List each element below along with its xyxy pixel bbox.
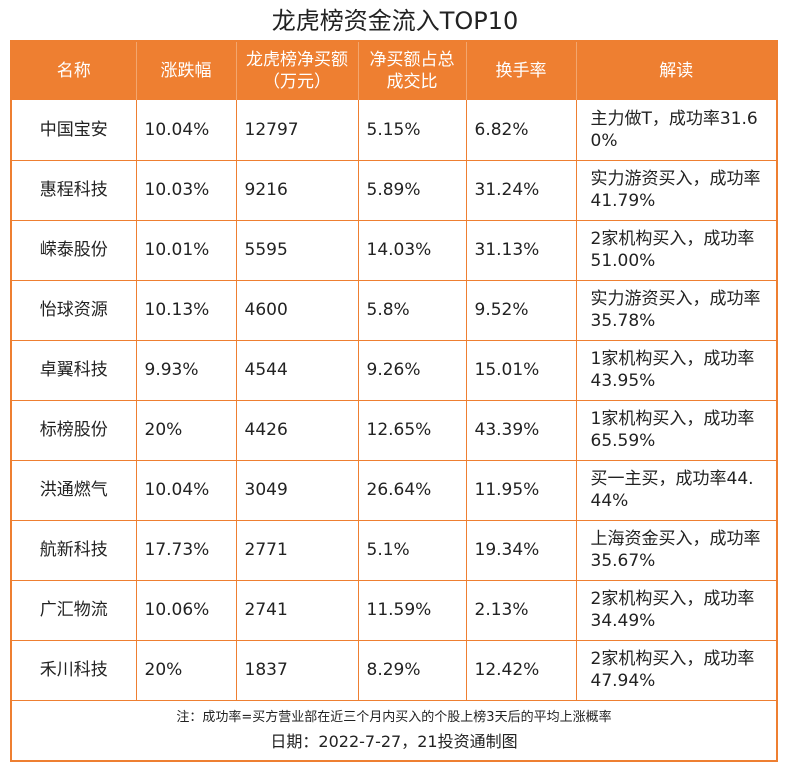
cell-change: 10.04% [135,100,236,161]
cell-interpretation: 上海资金买入，成功率35.67% [575,520,776,581]
cell-ratio: 11.59% [357,580,466,641]
column-header-change: 涨跌幅 [135,42,236,100]
cell-turnover: 9.52% [465,280,576,341]
table-header-row: 名称 涨跌幅 龙虎榜净买额（万元） 净买额占总成交比 换手率 解读 [12,42,776,100]
cell-ratio: 5.8% [357,280,466,341]
cell-ratio: 5.15% [357,100,466,161]
column-header-name: 名称 [56,61,91,81]
cell-name: 航新科技 [12,520,136,581]
table-row: 嵘泰股份 10.01% 5595 14.03% 31.13% 2家机构买入，成功率51.0… [12,220,776,281]
footnote: 注：成功率=买方营业部在近三个月内买入的个股上榜3天后的平均上涨概率 [176,710,612,725]
table-row: 中国宝安 10.04% 12797 5.15% 6.82% 主力做T，成功率31.60% [12,100,776,161]
table-row: 禾川科技 20% 1837 8.29% 12.42% 2家机构买入，成功率47.94% [12,640,776,701]
cell-turnover: 12.42% [465,640,576,701]
cell-change: 10.06% [135,580,236,641]
cell-net-buy: 12797 [235,100,358,161]
table-row: 卓翼科技 9.93% 4544 9.26% 15.01% 1家机构买入，成功率43.95% [12,340,776,401]
cell-ratio: 5.89% [357,160,466,221]
cell-net-buy: 1837 [235,640,358,701]
table-row: 标榜股份 20% 4426 12.65% 43.39% 1家机构买入，成功率65.59% [12,400,776,461]
table-row: 怡球资源 10.13% 4600 5.8% 9.52% 实力游资买入，成功率35.78% [12,280,776,341]
cell-change: 17.73% [135,520,236,581]
cell-change: 20% [135,400,236,461]
cell-interpretation: 买一主买，成功率44.44% [575,460,776,521]
cell-ratio: 26.64% [357,460,466,521]
cell-change: 10.03% [135,160,236,221]
data-table: 名称 涨跌幅 龙虎榜净买额（万元） 净买额占总成交比 换手率 解读 中国宝安 10… [12,42,776,701]
table-row: 广汇物流 10.06% 2741 11.59% 2.13% 2家机构买入，成功率34.49… [12,580,776,641]
cell-ratio: 8.29% [357,640,466,701]
cell-turnover: 2.13% [465,580,576,641]
cell-interpretation: 实力游资买入，成功率35.78% [575,280,776,341]
column-header-ratio: 净买额占总成交比 [357,42,466,100]
cell-ratio: 5.1% [357,520,466,581]
cell-interpretation: 主力做T，成功率31.60% [575,100,776,161]
cell-net-buy: 5595 [235,220,358,281]
cell-net-buy: 4426 [235,400,358,461]
column-header-net-buy: 龙虎榜净买额（万元） [235,42,358,100]
table-row: 洪通燃气 10.04% 3049 26.64% 11.95% 买一主买，成功率44.44% [12,460,776,521]
cell-ratio: 12.65% [357,400,466,461]
table-row: 航新科技 17.73% 2771 5.1% 19.34% 上海资金买入，成功率35.67% [12,520,776,581]
cell-name: 广汇物流 [12,580,136,641]
table-row: 惠程科技 10.03% 9216 5.89% 31.24% 实力游资买入，成功率41.79… [12,160,776,221]
table-body: 中国宝安 10.04% 12797 5.15% 6.82% 主力做T，成功率31.60% 惠… [12,100,776,701]
cell-name: 惠程科技 [12,160,136,221]
cell-change: 10.01% [135,220,236,281]
cell-name: 禾川科技 [12,640,136,701]
cell-ratio: 14.03% [357,220,466,281]
table-frame: 名称 涨跌幅 龙虎榜净买额（万元） 净买额占总成交比 换手率 解读 中国宝安 10… [10,40,778,762]
column-header-turnover: 换手率 [465,42,576,100]
cell-name: 卓翼科技 [12,340,136,401]
column-header-interpretation: 解读 [575,42,776,100]
cell-interpretation: 2家机构买入，成功率34.49% [575,580,776,641]
cell-change: 10.13% [135,280,236,341]
cell-name: 标榜股份 [12,400,136,461]
cell-net-buy: 3049 [235,460,358,521]
cell-interpretation: 实力游资买入，成功率41.79% [575,160,776,221]
date-credit: 日期：2022-7-27，21投资通制图 [270,732,518,751]
cell-turnover: 6.82% [465,100,576,161]
cell-turnover: 43.39% [465,400,576,461]
cell-name: 中国宝安 [12,100,136,161]
cell-net-buy: 4600 [235,280,358,341]
cell-turnover: 31.24% [465,160,576,221]
cell-turnover: 11.95% [465,460,576,521]
cell-interpretation: 2家机构买入，成功率51.00% [575,220,776,281]
cell-ratio: 9.26% [357,340,466,401]
cell-interpretation: 1家机构买入，成功率65.59% [575,400,776,461]
cell-name: 怡球资源 [12,280,136,341]
cell-net-buy: 4544 [235,340,358,401]
cell-change: 20% [135,640,236,701]
cell-interpretation: 2家机构买入，成功率47.94% [575,640,776,701]
cell-net-buy: 2771 [235,520,358,581]
cell-turnover: 19.34% [465,520,576,581]
cell-name: 嵘泰股份 [12,220,136,281]
cell-interpretation: 1家机构买入，成功率43.95% [575,340,776,401]
cell-turnover: 31.13% [465,220,576,281]
cell-change: 10.04% [135,460,236,521]
cell-name: 洪通燃气 [12,460,136,521]
cell-net-buy: 2741 [235,580,358,641]
page-title: 龙虎榜资金流入TOP10 [271,7,519,35]
cell-turnover: 15.01% [465,340,576,401]
cell-net-buy: 9216 [235,160,358,221]
cell-change: 9.93% [135,340,236,401]
